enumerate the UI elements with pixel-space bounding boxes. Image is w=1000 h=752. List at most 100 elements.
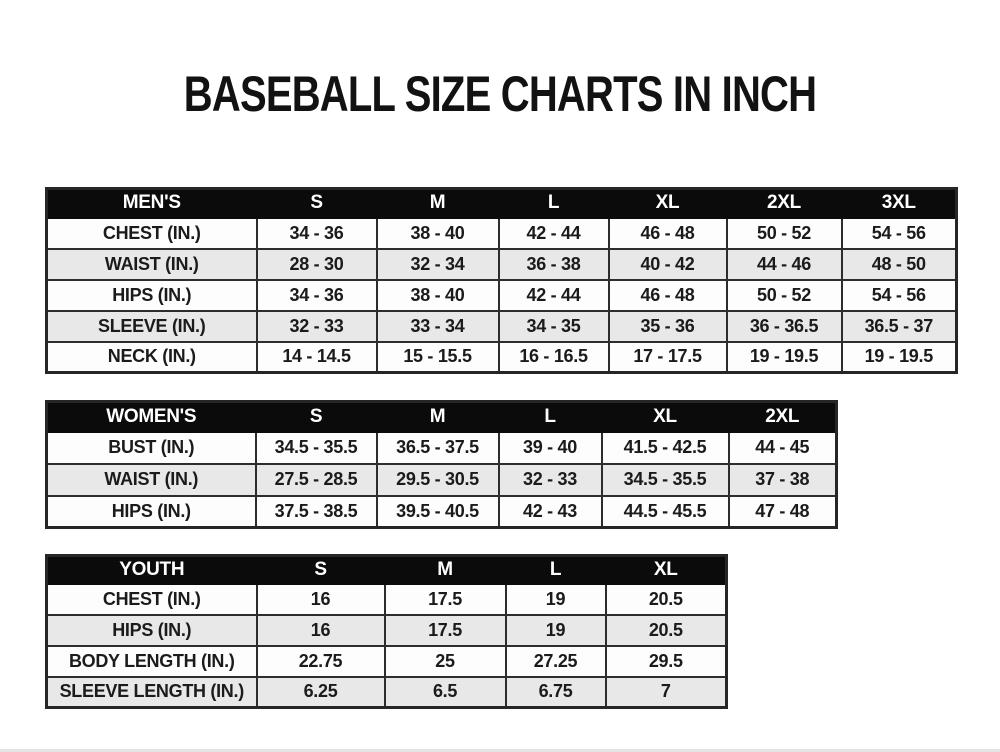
size-value: 16 - 16.5	[497, 340, 610, 374]
row-label: WAIST (IN.)	[45, 462, 257, 497]
size-value: 33 - 34	[375, 309, 500, 343]
size-value: 47 - 48	[727, 494, 838, 529]
size-value: 16	[255, 613, 386, 647]
size-value: 6.5	[383, 675, 507, 709]
size-value: 37.5 - 38.5	[254, 494, 378, 529]
row-label: BUST (IN.)	[45, 430, 257, 465]
mens-size-col-header: XL	[607, 187, 728, 219]
size-value: 28 - 30	[255, 247, 378, 281]
mens-size-col-header: 2XL	[725, 187, 843, 219]
womens-table-row: HIPS (IN.) 37.5 - 38.5 39.5 - 40.5 42 - 43 4…	[45, 494, 838, 529]
size-value: 46 - 48	[607, 278, 728, 312]
womens-table-row: WAIST (IN.) 27.5 - 28.5 29.5 - 30.5 32 - 33…	[45, 462, 838, 497]
size-value: 36.5 - 37	[840, 309, 958, 343]
size-value: 42 - 43	[497, 494, 603, 529]
size-value: 44.5 - 45.5	[600, 494, 730, 529]
size-value: 35 - 36	[607, 309, 728, 343]
size-value: 29.5 - 30.5	[375, 462, 500, 497]
size-value: 16	[255, 582, 386, 616]
womens-size-col-header: 2XL	[727, 400, 838, 433]
mens-table-row: WAIST (IN.) 28 - 30 32 - 34 36 - 38 40 - 42 4…	[45, 247, 958, 281]
size-value: 50 - 52	[725, 278, 843, 312]
size-value: 34.5 - 35.5	[600, 462, 730, 497]
mens-header-row: MEN'S S M L XL 2XL 3XL	[45, 187, 958, 219]
size-value: 19	[504, 613, 607, 647]
womens-table-title: WOMEN'S	[45, 400, 257, 433]
page-title: BASEBALL SIZE CHARTS IN INCH	[183, 66, 817, 122]
size-value: 27.5 - 28.5	[254, 462, 378, 497]
womens-size-table: WOMEN'S S M L XL 2XL BUST (IN.) 34.5 - 35.5 36.5…	[45, 400, 838, 529]
size-value: 54 - 56	[840, 278, 958, 312]
womens-size-col-header: XL	[600, 400, 730, 433]
size-value: 7	[604, 675, 728, 709]
mens-table-row: NECK (IN.) 14 - 14.5 15 - 15.5 16 - 16.5 17 …	[45, 340, 958, 374]
youth-size-col-header: M	[383, 554, 507, 585]
youth-header-row: YOUTH S M L XL	[45, 554, 728, 585]
womens-size-col-header: M	[375, 400, 500, 433]
size-value: 36.5 - 37.5	[375, 430, 500, 465]
size-value: 46 - 48	[607, 216, 728, 250]
womens-size-col-header: L	[497, 400, 603, 433]
size-value: 42 - 44	[497, 216, 610, 250]
size-value: 6.25	[255, 675, 386, 709]
mens-table-row: HIPS (IN.) 34 - 36 38 - 40 42 - 44 46 - 48 50…	[45, 278, 958, 312]
youth-table-title: YOUTH	[45, 554, 258, 585]
size-value: 22.75	[255, 644, 386, 678]
size-value: 38 - 40	[375, 216, 500, 250]
mens-size-col-header: L	[497, 187, 610, 219]
row-label: NECK (IN.)	[45, 340, 258, 374]
youth-table-row: SLEEVE LENGTH (IN.) 6.25 6.5 6.75 7	[45, 675, 728, 709]
womens-size-col-header: S	[254, 400, 378, 433]
row-label: CHEST (IN.)	[45, 582, 258, 616]
womens-header-row: WOMEN'S S M L XL 2XL	[45, 400, 838, 433]
youth-size-col-header: S	[255, 554, 386, 585]
size-value: 17.5	[383, 613, 507, 647]
size-value: 34 - 35	[497, 309, 610, 343]
mens-table-row: SLEEVE (IN.) 32 - 33 33 - 34 34 - 35 35 - 36…	[45, 309, 958, 343]
size-value: 36 - 36.5	[725, 309, 843, 343]
mens-table-title: MEN'S	[45, 187, 258, 219]
size-value: 6.75	[504, 675, 607, 709]
womens-table-row: BUST (IN.) 34.5 - 35.5 36.5 - 37.5 39 - 40 4…	[45, 430, 838, 465]
size-value: 25	[383, 644, 507, 678]
size-value: 37 - 38	[727, 462, 838, 497]
size-value: 19 - 19.5	[725, 340, 843, 374]
row-label: BODY LENGTH (IN.)	[45, 644, 258, 678]
mens-table-row: CHEST (IN.) 34 - 36 38 - 40 42 - 44 46 - 48 5…	[45, 216, 958, 250]
size-value: 34 - 36	[255, 216, 378, 250]
size-value: 54 - 56	[840, 216, 958, 250]
youth-size-col-header: XL	[604, 554, 728, 585]
size-value: 34.5 - 35.5	[254, 430, 378, 465]
size-value: 41.5 - 42.5	[600, 430, 730, 465]
size-value: 44 - 45	[727, 430, 838, 465]
size-value: 48 - 50	[840, 247, 958, 281]
size-value: 19 - 19.5	[840, 340, 958, 374]
scan-artifact-line	[0, 749, 1000, 752]
mens-size-col-header: 3XL	[840, 187, 958, 219]
size-value: 20.5	[604, 613, 728, 647]
row-label: HIPS (IN.)	[45, 613, 258, 647]
row-label: SLEEVE (IN.)	[45, 309, 258, 343]
youth-table-row: HIPS (IN.) 16 17.5 19 20.5	[45, 613, 728, 647]
size-value: 14 - 14.5	[255, 340, 378, 374]
row-label: HIPS (IN.)	[45, 494, 257, 529]
size-value: 42 - 44	[497, 278, 610, 312]
row-label: HIPS (IN.)	[45, 278, 258, 312]
size-value: 38 - 40	[375, 278, 500, 312]
mens-size-col-header: S	[255, 187, 378, 219]
size-value: 32 - 33	[255, 309, 378, 343]
youth-table-row: BODY LENGTH (IN.) 22.75 25 27.25 29.5	[45, 644, 728, 678]
mens-size-table: MEN'S S M L XL 2XL 3XL CHEST (IN.) 34 - 36 38 - 4…	[45, 187, 958, 374]
size-value: 40 - 42	[607, 247, 728, 281]
size-value: 34 - 36	[255, 278, 378, 312]
size-value: 20.5	[604, 582, 728, 616]
size-value: 27.25	[504, 644, 607, 678]
size-value: 17.5	[383, 582, 507, 616]
size-value: 44 - 46	[725, 247, 843, 281]
row-label: WAIST (IN.)	[45, 247, 258, 281]
youth-size-table: YOUTH S M L XL CHEST (IN.) 16 17.5 19 20.5 HIPS (I…	[45, 554, 728, 709]
row-label: CHEST (IN.)	[45, 216, 258, 250]
size-value: 17 - 17.5	[607, 340, 728, 374]
size-value: 19	[504, 582, 607, 616]
